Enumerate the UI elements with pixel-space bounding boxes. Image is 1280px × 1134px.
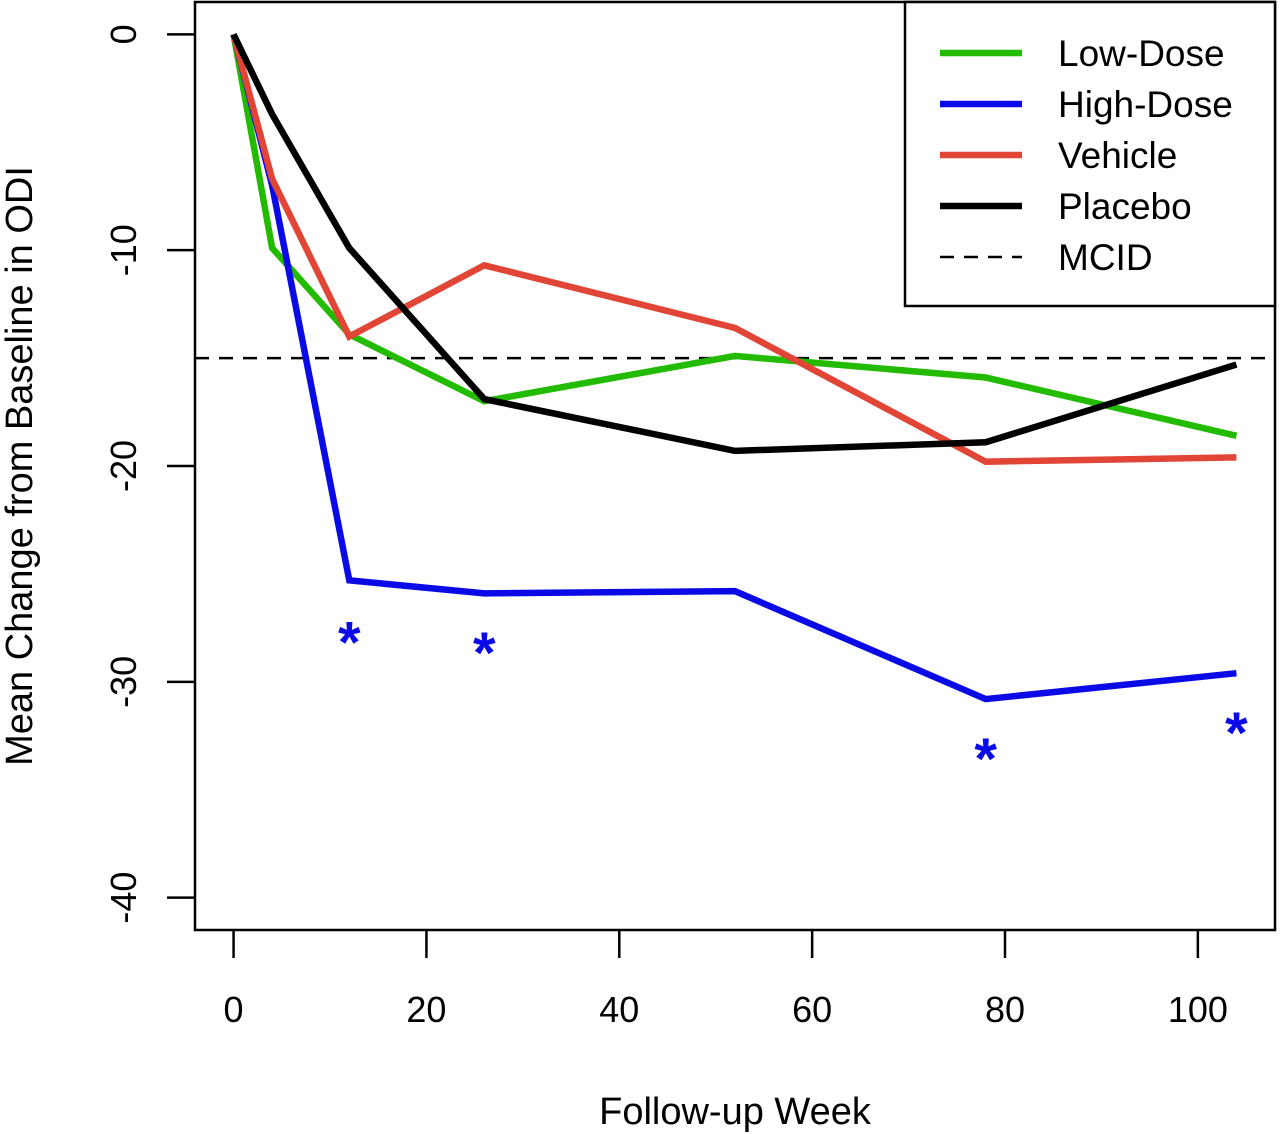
series-line-placebo bbox=[230, 32, 1238, 455]
legend-label: Placebo bbox=[1058, 186, 1192, 227]
x-axis-title: Follow-up Week bbox=[599, 1091, 872, 1133]
x-tick-label: 60 bbox=[792, 989, 832, 1030]
series-line-vehicle bbox=[230, 33, 1237, 465]
significance-markers: * * * * bbox=[338, 610, 1248, 792]
x-tick-label: 100 bbox=[1168, 989, 1228, 1030]
x-tick-label: 80 bbox=[985, 989, 1025, 1030]
significance-asterisk: * bbox=[1225, 701, 1248, 766]
y-axis: 0 -10 -20 -30 -40 bbox=[103, 24, 195, 924]
y-tick-label: -40 bbox=[103, 872, 144, 924]
legend-label: MCID bbox=[1058, 237, 1153, 278]
legend: Low-Dose High-Dose Vehicle Placebo MCID bbox=[903, 0, 1277, 308]
x-tick-label: 20 bbox=[406, 989, 446, 1030]
y-tick-label: 0 bbox=[103, 24, 144, 44]
y-tick-label: -10 bbox=[103, 224, 144, 276]
significance-asterisk: * bbox=[338, 610, 361, 675]
significance-asterisk: * bbox=[974, 727, 997, 792]
legend-label: Vehicle bbox=[1058, 135, 1177, 176]
x-axis: 0 20 40 60 80 100 bbox=[224, 930, 1228, 1030]
y-tick-label: -20 bbox=[103, 440, 144, 492]
x-tick-label: 0 bbox=[224, 989, 244, 1030]
series-lines bbox=[230, 32, 1238, 703]
legend-label: High-Dose bbox=[1058, 84, 1233, 125]
y-axis-title: Mean Change from Baseline in ODI bbox=[0, 166, 41, 766]
significance-asterisk: * bbox=[473, 621, 496, 686]
y-tick-label: -30 bbox=[103, 656, 144, 708]
legend-label: Low-Dose bbox=[1058, 33, 1225, 74]
x-tick-label: 40 bbox=[599, 989, 639, 1030]
